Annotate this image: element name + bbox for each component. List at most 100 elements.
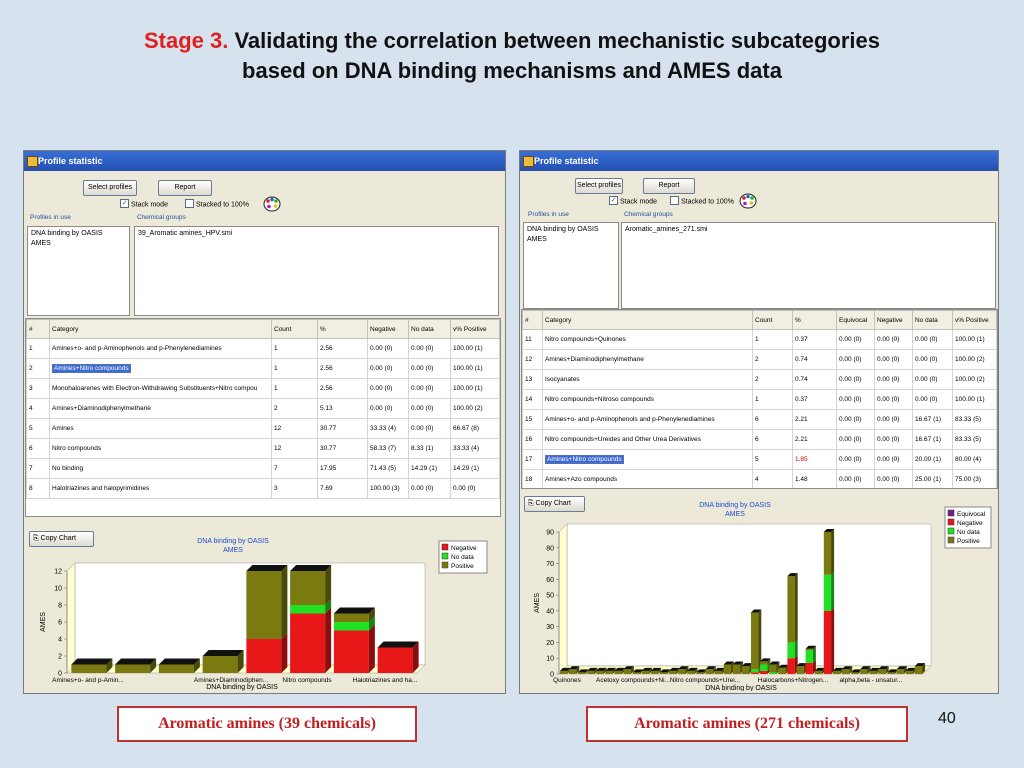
table-row[interactable]: 2 Amines+Nitro compounds 1 2.56 0.00 (0) 0.00… [26,358,500,379]
table-row[interactable]: 3 Monohaloarenes with Electron-Withdrawin… [26,378,500,399]
table-row[interactable]: 13 Isocyanates 2 0.74 0.00 (0) 0.00 (0) 0.00 (… [522,369,997,390]
bar-segment [678,669,686,674]
bar-segment [832,670,841,674]
table-row[interactable]: 11 Nitro compounds+Quinones 1 0.37 0.00 (0) 0… [522,329,997,350]
stack-mode-checkbox[interactable]: ✓ Stack mode [120,199,168,210]
category-table[interactable]: # Category Count% Equivocal Negative No data v… [521,309,998,489]
bar-side [193,658,200,673]
stack-mode-checkbox[interactable]: ✓ Stack mode [609,196,657,207]
bar-side [412,641,419,673]
bar-segment [823,610,832,674]
table-cell: 0.00 (0) [874,389,913,410]
column-header[interactable]: # [26,319,50,339]
copy-chart-button[interactable]: ⎘ Copy Chart [524,496,585,512]
bar-side [612,667,616,674]
bar-segment [660,672,668,674]
select-profiles-button[interactable]: Select profiles [83,180,137,196]
table-row[interactable]: 16 Nitro compounds+Ureides and Other Urea… [522,429,997,450]
bar-segment [769,664,777,673]
chemical-groups-list[interactable]: 39_Aromatic amines_HPV.smi [134,226,499,316]
table-row[interactable]: 8 Halotriazines and halopyrimidines 3 7.69 1… [26,478,500,499]
profiles-list[interactable]: DNA binding by OASIS AMES [523,222,619,309]
column-header[interactable]: No data [912,310,953,330]
column-header[interactable]: v% Positive [952,310,997,330]
table-cell: 5.13 [317,398,368,419]
color-palette-icon[interactable] [739,192,757,210]
table-cell: 58.33 (7) [367,438,409,459]
table-row[interactable]: 12 Amines+Diaminodiphenylmethane 2 0.74 0.00… [522,349,997,370]
profile-item[interactable]: AMES [31,240,51,247]
profiles-list[interactable]: DNA binding by OASIS AMES [27,226,130,316]
profile-item[interactable]: AMES [527,236,547,243]
table-cell: 12 [522,349,543,370]
table-cell: Isocyanates [542,369,753,390]
profile-item[interactable]: DNA binding by OASIS [527,226,599,233]
report-button[interactable]: Report [643,178,695,194]
bar-segment [751,672,759,674]
category-table[interactable]: # Category Count% Negative No data v% Positiv… [25,318,501,517]
bar-segment [290,571,326,605]
bar-top [596,667,607,671]
column-header[interactable]: Count [271,319,318,339]
column-header[interactable]: Category [49,319,272,339]
chemical-groups-list[interactable]: Aromatic_amines_271.smi [621,222,996,309]
group-item[interactable]: 39_Aromatic amines_HPV.smi [138,230,233,237]
table-cell: Amines+Nitro compounds [49,358,272,379]
bar-segment [851,672,859,674]
page-number: 40 [938,710,956,727]
group-item[interactable]: Aromatic_amines_271.smi [625,226,708,233]
table-row[interactable]: 15 Amines+o- and p-Aminophenols and p-Phe… [522,409,997,430]
table-cell: 0.00 (0) [367,338,409,359]
table-cell: 0.00 (0) [408,378,451,399]
column-header[interactable]: % [792,310,837,330]
table-cell: 0.37 [792,329,837,350]
bar-segment [333,622,369,631]
profile-item[interactable]: DNA binding by OASIS [31,230,103,237]
column-header[interactable]: No data [408,319,451,339]
column-header[interactable]: % [317,319,368,339]
table-cell: 0.00 (0) [874,429,913,450]
column-header[interactable]: Category [542,310,753,330]
bar-side [831,571,835,611]
column-header[interactable]: # [522,310,543,330]
stacked-100-checkbox[interactable]: Stacked to 100% [185,199,249,210]
table-row[interactable]: 17 Amines+Nitro compounds 5 1.85 0.00 (0) 0.0… [522,449,997,470]
x-tick-label: Amines+o- and p-Amin... [52,677,124,684]
bar-segment [805,648,813,651]
table-row[interactable]: 18 Amines+Azo compounds 4 1.48 0.00 (0) 0.00 … [522,469,997,488]
column-header[interactable]: Negative [367,319,409,339]
table-cell: 1 [26,338,50,359]
x-tick-label: Halocarbons+Nitrogen... [758,677,828,684]
bar-segment [769,672,777,674]
column-header[interactable]: Equivocal [836,310,875,330]
table-cell: 100.00 (2) [450,398,500,419]
table-row[interactable]: 1 Amines+o- and p-Aminophenols and p-Phen… [26,338,500,359]
legend-swatch [441,561,449,569]
bar-segment [290,605,326,614]
column-header[interactable]: Count [752,310,793,330]
table-cell: 17 [522,449,543,470]
bar-segment [760,664,768,671]
table-row[interactable]: 4 Amines+Diaminodiphenylmethane 2 5.13 0.00 … [26,398,500,419]
table-cell: 1.85 [792,449,837,470]
bar-segment [569,669,577,674]
table-cell: 30.77 [317,418,368,439]
table-cell: 4 [752,469,793,488]
report-button[interactable]: Report [158,180,212,196]
table-cell: 100.00 (2) [952,349,997,370]
table-cell: Amines+Diaminodiphenylmethane [49,398,272,419]
stacked-100-checkbox[interactable]: Stacked to 100% [670,196,734,207]
table-row[interactable]: 6 Nitro compounds 12 30.77 58.33 (7) 8.33 (1)… [26,438,500,459]
slide-title: Stage 3. Validating the correlation betw… [0,26,1024,86]
bar-top [687,667,698,671]
copy-chart-button[interactable]: ⎘ Copy Chart [29,531,94,547]
table-row[interactable]: 7 No binding 7 17.95 71.43 (5) 14.29 (1) 14.29… [26,458,500,479]
table-row[interactable]: 14 Nitro compounds+Nitroso compounds 1 0.37… [522,389,997,410]
column-header[interactable]: Negative [874,310,913,330]
column-header[interactable]: v% Positive [450,319,500,339]
table-cell: 25.00 (1) [912,469,953,488]
table-row[interactable]: 5 Amines 12 30.77 33.33 (4) 0.00 (0) 66.67 (8) [26,418,500,439]
color-palette-icon[interactable] [263,195,281,213]
select-profiles-button[interactable]: Select profiles [575,178,623,194]
bar-side [658,667,662,674]
